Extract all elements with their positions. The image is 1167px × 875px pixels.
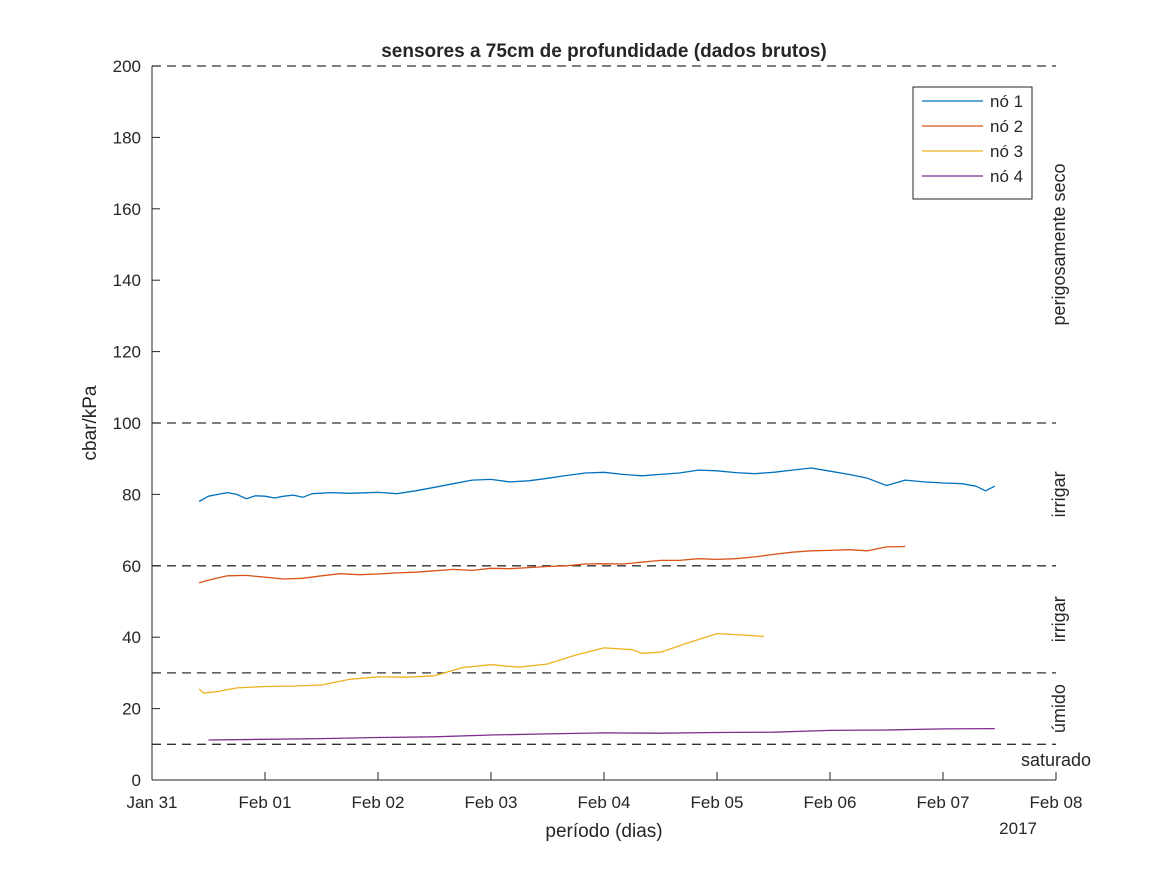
x-tick-label-7: Feb 07 bbox=[917, 793, 970, 812]
y-tick-label-8: 160 bbox=[113, 200, 141, 219]
legend-box bbox=[912, 86, 1033, 200]
zone-label-1: irrigar bbox=[1049, 471, 1069, 517]
legend-label-4: nó 4 bbox=[990, 167, 1023, 186]
y-tick-label-9: 180 bbox=[113, 128, 141, 147]
series-line-3 bbox=[198, 632, 765, 694]
y-tick-label-5: 100 bbox=[113, 414, 141, 433]
y-tick-label-1: 20 bbox=[122, 700, 141, 719]
zone-label-0: perigosamente seco bbox=[1049, 163, 1069, 325]
zone-label-4: saturado bbox=[1021, 750, 1091, 770]
legend-label-2: nó 2 bbox=[990, 117, 1023, 136]
zone-labels: perigosamente seco irrigar irrigar úmido sat… bbox=[1021, 163, 1091, 770]
y-tick-label-7: 140 bbox=[113, 271, 141, 290]
x-tick-label-8: Feb 08 bbox=[1030, 793, 1083, 812]
y-tick-label-6: 120 bbox=[113, 343, 141, 362]
zone-label-2: irrigar bbox=[1049, 596, 1069, 642]
y-tick-label-3: 60 bbox=[122, 557, 141, 576]
x-tick-label-5: Feb 05 bbox=[691, 793, 744, 812]
legend-label-1: nó 1 bbox=[990, 92, 1023, 111]
legend: nó 1 nó 2 nó 3 nó 4 bbox=[912, 86, 1033, 200]
x-tick-label-3: Feb 03 bbox=[465, 793, 518, 812]
y-axis-label: cbar/kPa bbox=[80, 385, 101, 460]
zone-label-3: úmido bbox=[1049, 684, 1069, 733]
x-tick-label-0: Jan 31 bbox=[126, 793, 177, 812]
series-lines bbox=[198, 467, 996, 741]
y-tick-label-10: 200 bbox=[113, 57, 141, 76]
series-line-2 bbox=[198, 545, 906, 584]
x-tick-label-4: Feb 04 bbox=[578, 793, 631, 812]
ticks: 0 20 40 60 80 100 120 140 160 180 200 Jan 31 Feb 01 F… bbox=[113, 57, 1083, 812]
threshold-lines bbox=[152, 65, 1056, 745]
x-tick-label-1: Feb 01 bbox=[239, 793, 292, 812]
y-tick-label-2: 40 bbox=[122, 628, 141, 647]
chart-title: sensores a 75cm de profundidade (dados b… bbox=[381, 41, 827, 62]
y-tick-label-4: 80 bbox=[122, 485, 141, 504]
x-tick-label-2: Feb 02 bbox=[352, 793, 405, 812]
x-axis-label: período (dias) bbox=[545, 821, 662, 842]
legend-label-3: nó 3 bbox=[990, 142, 1023, 161]
y-tick-label-0: 0 bbox=[132, 771, 141, 790]
x-axis-year-label: 2017 bbox=[999, 819, 1037, 838]
x-tick-label-6: Feb 06 bbox=[804, 793, 857, 812]
series-line-1 bbox=[198, 467, 996, 503]
series-line-4 bbox=[208, 727, 995, 741]
